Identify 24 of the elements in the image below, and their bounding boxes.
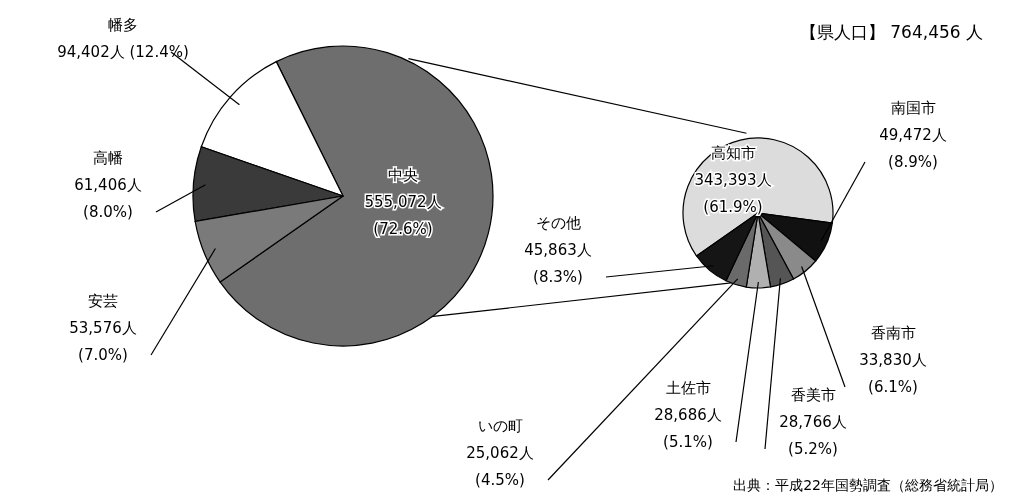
slice-label: 中央 xyxy=(388,166,418,184)
slice-label: 土佐市 xyxy=(665,379,711,397)
data-label: 25,062人 (4.5%) xyxy=(466,444,534,489)
slice-label: いの町 xyxy=(477,417,523,435)
slice-label: 香南市 xyxy=(870,324,916,342)
slice-label: 高知市 xyxy=(710,144,756,162)
data-label: 94,402人 (12.4%) xyxy=(57,43,189,61)
slice-label: その他 xyxy=(535,214,581,232)
data-label: 53,576人 (7.0%) xyxy=(69,319,137,364)
data-label: 343,393人 (61.9%) xyxy=(694,171,772,216)
data-label: 33,830人 (6.1%) xyxy=(859,351,927,396)
data-label: 28,766人 (5.2%) xyxy=(779,413,847,458)
source-note: 出典：平成22年国勢調査（総務省統計局） xyxy=(733,477,1003,493)
slice-label: 南国市 xyxy=(890,99,936,117)
slice-label: 香美市 xyxy=(790,386,836,404)
data-label: 28,686人 (5.1%) xyxy=(654,406,722,451)
data-label: 555,072人 (72.6%) xyxy=(364,193,442,238)
text: 【県人口】 764,456 人 xyxy=(799,22,983,42)
data-label: 45,863人 (8.3%) xyxy=(524,241,592,286)
slice-label: 高幡 xyxy=(93,149,123,167)
slice-label: 安芸 xyxy=(88,292,118,310)
data-label: 61,406人 (8.0%) xyxy=(74,176,142,221)
slice-label: 幡多 xyxy=(108,16,138,34)
data-label: 49,472人 (8.9%) xyxy=(879,126,947,171)
